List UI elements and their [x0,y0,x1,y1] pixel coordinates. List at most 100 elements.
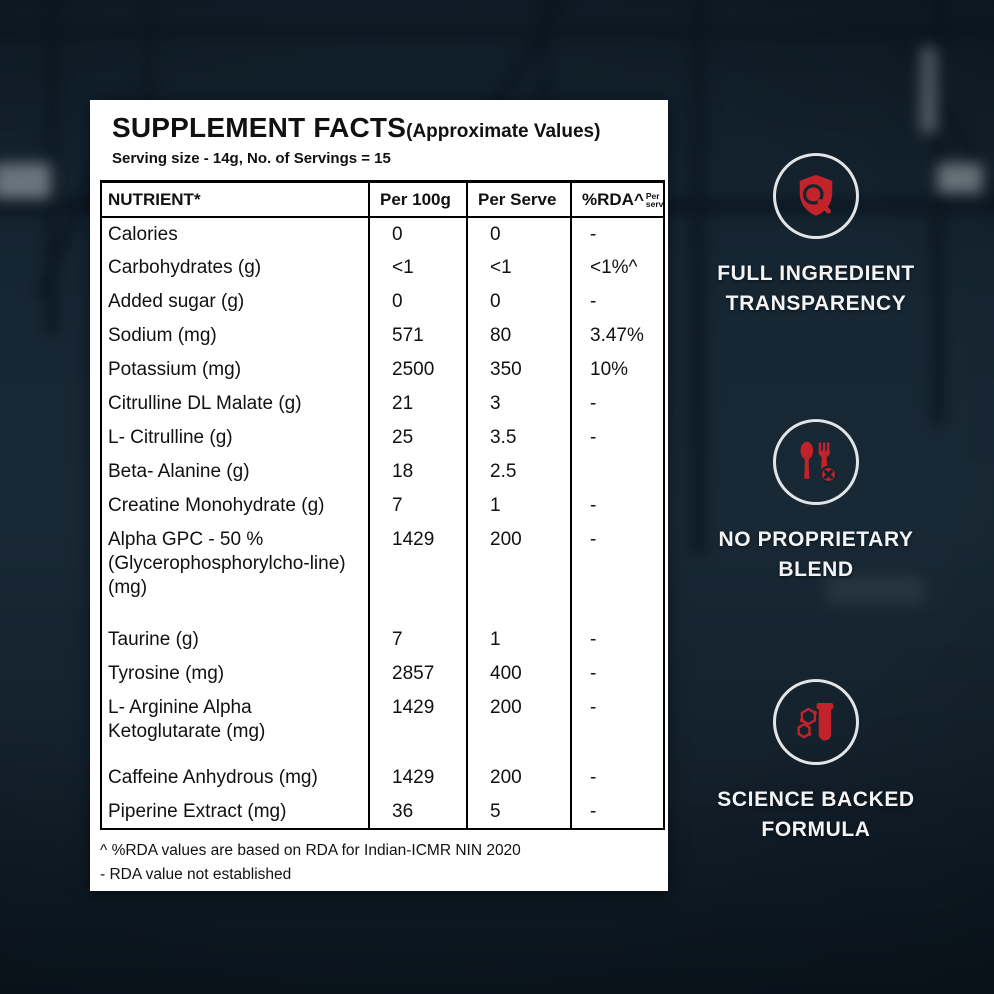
footnote-dash-meaning: - RDA value not established [100,866,292,883]
per-100g-cell: <1 [368,251,467,285]
per-100g-cell: 18 [368,455,467,489]
per-serve-cell: 1 [466,623,571,657]
nutrient-cell: Creatine Monohydrate (g) [100,489,369,523]
table-row: L- Arginine Alpha Ketoglutarate (mg) 1429… [100,691,665,761]
panel-header: SUPPLEMENT FACTS (Approximate Values) Se… [90,100,668,167]
badge-circle [773,419,859,505]
per-100g-cell: 21 [368,387,467,421]
column-header-rda: %RDA^ Per serv. [570,180,666,218]
nutrient-cell: Beta- Alanine (g) [100,455,369,489]
badge-label: FULL INGREDIENT TRANSPARENCY [717,262,915,315]
per-serve-cell: 0 [466,285,571,319]
per-serve-cell: 0 [466,217,571,251]
nutrient-cell: Potassium (mg) [100,353,369,387]
table-row: Taurine (g) 7 1- [100,623,665,657]
table-row: Carbohydrates (g) <1 <1 <1%^ [100,251,665,285]
supplement-facts-panel: SUPPLEMENT FACTS (Approximate Values) Se… [90,100,668,891]
per-serve-cell: 3.5 [466,421,571,455]
rda-cell: - [570,217,665,251]
per-100g-cell: 2500 [368,353,467,387]
nutrient-cell: Citrulline DL Malate (g) [100,387,369,421]
per-serve-cell: 2.5 [466,455,571,489]
badge-circle [773,679,859,765]
per-serve-cell: 400 [466,657,571,691]
panel-title-suffix: (Approximate Values) [406,121,601,142]
rda-cell: - [570,285,665,319]
table-row: Added sugar (g) 0 0- [100,285,665,319]
table-row: Caffeine Anhydrous (mg) 1429 200- [100,761,665,795]
badge-no-proprietary-blend: NO PROPRIETARY BLEND [700,419,932,585]
table-row: Calories 0 0- [100,217,665,251]
footnote-rda-source: ^ %RDA values are based on RDA for India… [100,842,521,859]
rda-label: %RDA^ [582,190,644,209]
nutrient-cell: L- Citrulline (g) [100,421,369,455]
table-row: Sodium (mg) 571 80 3.47% [100,319,665,353]
per-serve-cell: 1 [466,489,571,523]
column-header-per-serve: Per Serve [466,180,571,218]
nutrient-cell: Sodium (mg) [100,319,369,353]
rda-cell: - [570,387,665,421]
table-row: L- Citrulline (g) 25 3.5- [100,421,665,455]
supplement-facts-table: NUTRIENT* Per 100g Per Serve %RDA^ Per s… [100,180,665,830]
panel-title: SUPPLEMENT FACTS [112,112,407,143]
rda-cell [570,455,665,489]
nutrient-cell: Carbohydrates (g) [100,251,369,285]
per-100g-cell: 7 [368,489,467,523]
test-tube-molecule-icon [797,703,834,741]
per-100g-cell: 1429 [368,761,467,795]
per-100g-cell: 571 [368,319,467,353]
per-serve-cell: 3 [466,387,571,421]
badge-label: SCIENCE BACKED FORMULA [717,788,915,841]
per-serve-cell: 80 [466,319,571,353]
per-100g-cell: 0 [368,285,467,319]
nutrient-cell: Caffeine Anhydrous (mg) [100,761,369,795]
table-row: Tyrosine (mg) 2857 400- [100,657,665,691]
per-serve-cell: 200 [466,523,571,623]
nutrient-cell: Taurine (g) [100,623,369,657]
nutrient-cell: Alpha GPC - 50 % (Glycerophosphorylcho-l… [100,523,369,623]
rda-cell: - [570,691,665,761]
nutrient-cell: L- Arginine Alpha Ketoglutarate (mg) [100,691,369,761]
nutrient-cell: Calories [100,217,369,251]
shield-magnifier-icon [799,174,833,216]
nutrient-cell: Tyrosine (mg) [100,657,369,691]
table-row: Citrulline DL Malate (g) 21 3- [100,387,665,421]
per-serve-cell: 5 [466,795,571,830]
per-100g-cell: 2857 [368,657,467,691]
nutrient-cell: Added sugar (g) [100,285,369,319]
badge-label: NO PROPRIETARY BLEND [718,528,914,581]
table-row: Piperine Extract (mg) 36 5- [100,795,665,830]
spoon-fork-cross-icon [800,441,838,484]
rda-cell: - [570,523,665,623]
rda-cell: - [570,761,665,795]
table-row: Beta- Alanine (g) 18 2.5 [100,455,665,489]
rda-cell: - [570,421,665,455]
badge-science-backed-formula: SCIENCE BACKED FORMULA [700,679,932,845]
per-100g-cell: 7 [368,623,467,657]
rda-superscript: Per serv. [645,190,666,209]
column-header-nutrient: NUTRIENT* [100,180,369,218]
rda-cell: 3.47% [570,319,665,353]
nutrient-cell: Piperine Extract (mg) [100,795,369,830]
per-serve-cell: 350 [466,353,571,387]
table-row: Potassium (mg) 2500 350 10% [100,353,665,387]
table-header-row: NUTRIENT* Per 100g Per Serve %RDA^ Per s… [100,180,666,218]
rda-cell: - [570,657,665,691]
serving-info: Serving size - 14g, No. of Servings = 15 [112,150,391,167]
per-100g-cell: 25 [368,421,467,455]
per-100g-cell: 1429 [368,523,467,623]
column-header-per-100g: Per 100g [368,180,467,218]
rda-cell: - [570,795,665,830]
table-row: Alpha GPC - 50 % (Glycerophosphorylcho-l… [100,523,665,623]
rda-cell: <1%^ [570,251,665,285]
rda-cell: - [570,489,665,523]
per-serve-cell: <1 [466,251,571,285]
rda-cell: 10% [570,353,665,387]
table-row: Creatine Monohydrate (g) 7 1- [100,489,665,523]
badge-full-ingredient-transparency: FULL INGREDIENT TRANSPARENCY [700,153,932,319]
per-serve-cell: 200 [466,761,571,795]
footnotes: ^ %RDA values are based on RDA for India… [100,839,668,887]
per-100g-cell: 36 [368,795,467,830]
per-serve-cell: 200 [466,691,571,761]
